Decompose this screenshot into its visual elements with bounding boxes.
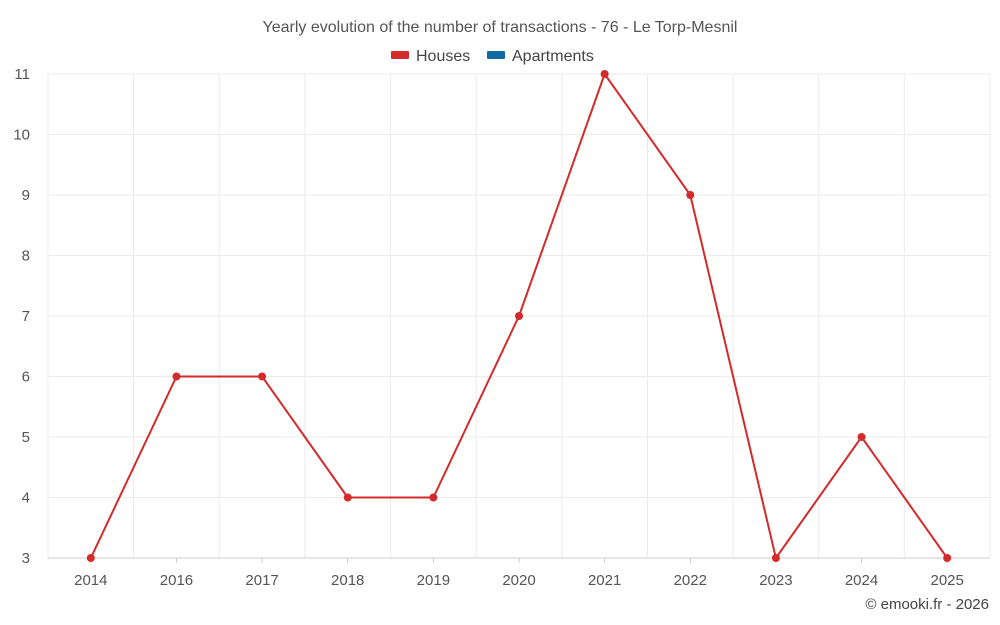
x-tick-label: 2016 — [160, 572, 193, 589]
legend-item-houses[interactable]: Houses — [391, 48, 470, 65]
data-point-houses-2018[interactable] — [343, 493, 352, 502]
x-tick-label: 2019 — [417, 572, 450, 589]
credit-text: © emooki.fr - 2026 — [865, 596, 989, 613]
legend-label-houses: Houses — [416, 48, 470, 65]
x-tick-label: 2021 — [588, 572, 621, 589]
data-point-houses-2024[interactable] — [857, 433, 866, 441]
x-tick-label: 2022 — [674, 572, 707, 589]
y-tick-label: 4 — [22, 490, 30, 507]
x-tick-label: 2014 — [74, 572, 107, 589]
legend-swatch-apartments — [487, 51, 505, 59]
y-tick-label: 9 — [22, 187, 30, 204]
y-tick-label: 5 — [22, 429, 30, 446]
x-tick-label: 2020 — [502, 572, 535, 589]
x-axis: 2014 2016 2017 2018 2019 2020 2021 2022 2023 2024… — [48, 557, 990, 589]
series-houses — [86, 70, 952, 562]
y-tick-label: 10 — [13, 127, 30, 144]
y-tick-label: 3 — [22, 550, 30, 567]
x-tick-label: 2017 — [245, 572, 278, 589]
legend: Houses Apartments — [391, 48, 594, 65]
data-point-houses-2025[interactable] — [943, 554, 952, 562]
data-point-houses-2020[interactable] — [515, 312, 523, 320]
data-point-houses-2022[interactable] — [686, 191, 695, 199]
legend-label-apartments: Apartments — [512, 48, 594, 65]
data-point-houses-2019[interactable] — [429, 493, 438, 502]
y-tick-label: 11 — [14, 66, 30, 83]
data-point-houses-2021[interactable] — [600, 70, 609, 78]
legend-swatch-houses — [391, 51, 409, 59]
chart-title: Yearly evolution of the number of transa… — [263, 19, 738, 36]
legend-item-apartments[interactable]: Apartments — [487, 48, 594, 65]
data-point-houses-2023[interactable] — [771, 554, 780, 562]
y-tick-label: 6 — [22, 369, 30, 386]
x-tick-label: 2024 — [845, 572, 878, 589]
y-tick-label: 7 — [22, 308, 30, 325]
x-tick-label: 2025 — [930, 572, 963, 589]
data-point-houses-2017[interactable] — [258, 372, 267, 381]
x-tick-label: 2023 — [759, 572, 792, 589]
data-point-houses-2014[interactable] — [86, 554, 95, 562]
x-tick-label: 2018 — [331, 572, 364, 589]
y-tick-label: 8 — [22, 248, 30, 265]
data-point-houses-2016[interactable] — [172, 372, 181, 381]
y-axis: 3 4 5 6 7 8 9 10 11 — [13, 66, 30, 567]
